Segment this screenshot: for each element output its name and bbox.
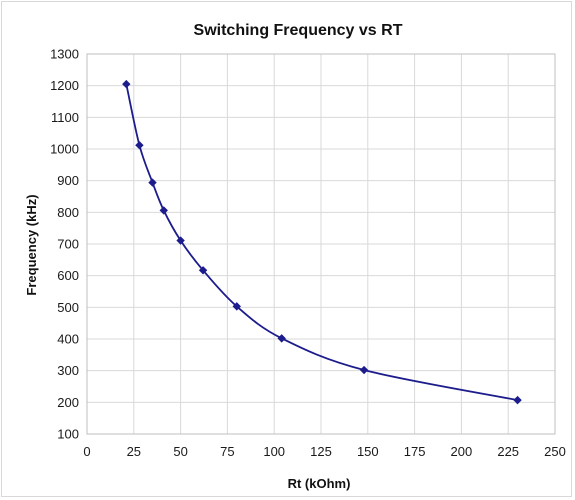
x-axis-label: Rt (kOhm) [288,476,351,491]
data-point-marker [148,178,157,187]
y-tick-label: 500 [57,300,79,315]
x-tick-label: 200 [451,444,473,459]
x-tick-label: 250 [544,444,566,459]
x-tick-label: 175 [404,444,426,459]
data-point-marker [359,365,369,375]
chart-title: Switching Frequency vs RT [194,22,403,39]
y-tick-label: 800 [57,205,79,220]
data-point-marker [513,395,522,405]
plot-area [86,53,556,435]
y-tick-label: 900 [57,173,79,188]
data-point-marker [159,206,168,215]
y-tick-label: 700 [57,237,79,252]
y-tick-label: 1000 [50,142,79,157]
series-layer [122,79,522,405]
x-tick-label: 75 [220,444,234,459]
y-axis-label: Frequency (kHz) [24,194,39,295]
y-tick-label: 100 [57,427,79,442]
x-tick-label: 50 [173,444,187,459]
y-tick-label: 400 [57,332,79,347]
x-tick-label: 100 [263,444,285,459]
grid [86,53,556,435]
y-tick-label: 300 [57,363,79,378]
data-point-marker [176,236,185,245]
data-point-marker [232,302,241,311]
y-tick-label: 1200 [50,78,79,93]
x-tick-label: 125 [310,444,332,459]
x-tick-label: 25 [127,444,141,459]
data-point-marker [122,79,131,89]
data-point-marker [198,266,208,275]
y-tick-label: 600 [57,268,79,283]
y-tick-label: 200 [57,395,79,410]
y-tick-label: 1100 [51,110,79,125]
data-point-marker [277,334,286,343]
x-tick-label: 0 [83,444,90,459]
series-line [125,83,518,402]
x-tick-label: 150 [357,444,379,459]
tick-labels: 0 25 50 75 100 125 150 175 200 225 250 100 200 300 400… [50,47,566,460]
x-tick-label: 225 [497,444,519,459]
y-tick-label: 1300 [50,47,79,62]
data-point-marker [135,141,144,150]
